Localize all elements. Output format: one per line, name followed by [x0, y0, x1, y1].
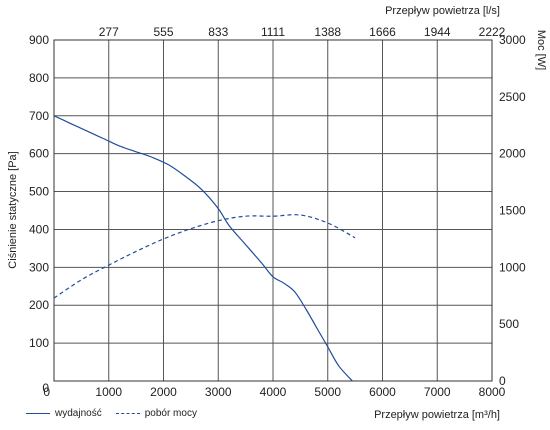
x-axis-top-title: Przepływ powietrza [l/s]	[385, 5, 500, 17]
y-right-tick-label: 3000	[499, 33, 526, 47]
x-axis-bottom-title: Przepływ powietrza [m³/h]	[374, 409, 500, 421]
series-layer	[53, 115, 356, 382]
y-left-tick-label: 100	[29, 336, 49, 350]
legend-label-pobor-mocy: pobór mocy	[144, 408, 197, 419]
y-axis-left-title: Ciśnienie statyczne [Pa]	[7, 151, 19, 268]
plot-frame	[53, 39, 493, 382]
x-top-tick-label: 1111	[261, 25, 285, 39]
x-tick-label: 3000	[205, 385, 232, 399]
legend-label-wydajnosc: wydajność	[55, 408, 102, 419]
x-tick-label: 0	[43, 385, 50, 399]
x-top-tick-label: 555	[153, 25, 173, 39]
x-top-tick-label: 833	[208, 25, 228, 39]
legend-item-wydajnosc: wydajność	[26, 408, 102, 419]
x-top-tick-label: 1666	[369, 25, 396, 39]
y-left-tick-label: 500	[29, 185, 49, 199]
y-left-tick-label: 200	[29, 298, 49, 312]
y-left-tick-label: 800	[29, 71, 49, 85]
legend-item-pobor-mocy: pobór mocy	[115, 408, 197, 419]
y-left-tick-label: 700	[29, 109, 49, 123]
legend: wydajność pobór mocy	[26, 408, 205, 419]
grid-lines	[54, 40, 492, 381]
x-top-tick-label: 1944	[424, 25, 451, 39]
legend-solid-line-swatch	[26, 413, 50, 414]
legend-dashed-line-swatch	[115, 413, 140, 414]
y-right-tick-label: 2000	[499, 147, 526, 161]
y-right-tick-label: 500	[499, 317, 519, 331]
x-tick-label: 4000	[260, 385, 287, 399]
x-top-tick-label: 277	[99, 25, 119, 39]
y-right-tick-label: 1500	[499, 204, 526, 218]
y-right-tick-label: 0	[499, 374, 506, 388]
x-tick-label: 1000	[95, 385, 122, 399]
x-tick-label: 2000	[150, 385, 177, 399]
y-left-tick-label: 300	[29, 260, 49, 274]
y-left-tick-label: 900	[29, 33, 49, 47]
series-line-wydajnosc	[53, 115, 353, 382]
series-line-pobor-mocy	[53, 214, 356, 299]
y-left-tick-label: 600	[29, 147, 49, 161]
x-top-tick-label: 2222	[479, 25, 506, 39]
y-right-tick-label: 2500	[499, 90, 526, 104]
x-tick-label: 8000	[479, 385, 506, 399]
x-tick-label: 6000	[369, 385, 396, 399]
x-tick-label: 5000	[314, 385, 341, 399]
x-tick-label: 7000	[424, 385, 451, 399]
y-axis-right-title: Moc [W]	[535, 30, 547, 70]
y-right-tick-label: 1000	[499, 260, 526, 274]
y-left-tick-label: 0	[42, 381, 49, 395]
x-top-tick-label: 1388	[314, 25, 341, 39]
y-left-tick-label: 400	[29, 222, 49, 236]
